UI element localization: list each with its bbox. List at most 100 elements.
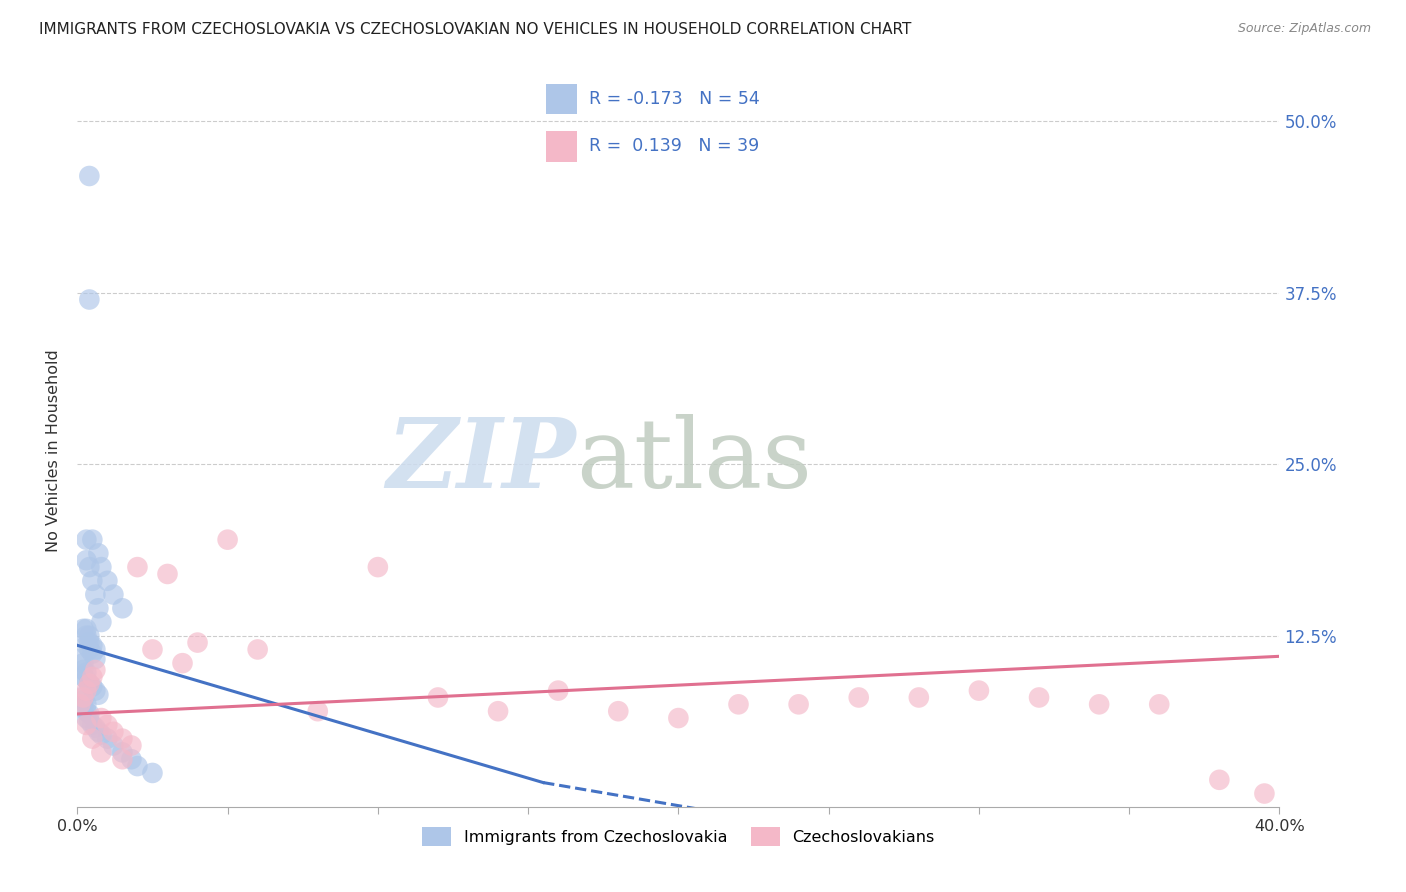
Point bbox=[75, 665, 97, 680]
Point bbox=[75, 711, 97, 725]
Point bbox=[72, 622, 94, 636]
Point bbox=[87, 546, 110, 560]
Text: Source: ZipAtlas.com: Source: ZipAtlas.com bbox=[1237, 22, 1371, 36]
Point bbox=[72, 663, 94, 677]
Point bbox=[246, 642, 269, 657]
Text: atlas: atlas bbox=[576, 414, 813, 508]
Point bbox=[84, 683, 107, 698]
Bar bbox=[547, 131, 576, 161]
Point bbox=[90, 711, 112, 725]
Text: IMMIGRANTS FROM CZECHOSLOVAKIA VS CZECHOSLOVAKIAN NO VEHICLES IN HOUSEHOLD CORRE: IMMIGRANTS FROM CZECHOSLOVAKIA VS CZECHO… bbox=[39, 22, 911, 37]
Point bbox=[787, 698, 810, 712]
Point bbox=[103, 724, 125, 739]
Point bbox=[84, 663, 107, 677]
Point bbox=[72, 693, 94, 707]
Point bbox=[75, 673, 97, 687]
Point bbox=[79, 293, 101, 307]
Point bbox=[75, 638, 97, 652]
Point bbox=[87, 601, 110, 615]
Point bbox=[69, 652, 91, 666]
Point bbox=[69, 698, 91, 712]
Point bbox=[96, 718, 118, 732]
Point bbox=[82, 731, 104, 746]
Point bbox=[79, 629, 101, 643]
Point bbox=[75, 683, 97, 698]
Point bbox=[90, 745, 112, 759]
Point bbox=[82, 718, 104, 732]
Text: R =  0.139   N = 39: R = 0.139 N = 39 bbox=[589, 137, 759, 155]
Point bbox=[141, 766, 163, 780]
Point bbox=[84, 642, 107, 657]
Point bbox=[111, 731, 134, 746]
Point bbox=[848, 690, 870, 705]
Point bbox=[79, 560, 101, 574]
Point bbox=[84, 721, 107, 735]
Point bbox=[72, 656, 94, 670]
Point bbox=[1253, 787, 1275, 801]
Point bbox=[82, 533, 104, 547]
Point bbox=[111, 601, 134, 615]
Point bbox=[84, 652, 107, 666]
Text: R = -0.173   N = 54: R = -0.173 N = 54 bbox=[589, 90, 759, 108]
Point bbox=[82, 638, 104, 652]
Point bbox=[217, 533, 239, 547]
Point bbox=[75, 553, 97, 567]
Point bbox=[967, 683, 990, 698]
Point bbox=[79, 677, 101, 691]
Point bbox=[72, 670, 94, 684]
Point bbox=[75, 622, 97, 636]
Point bbox=[307, 704, 329, 718]
Point bbox=[90, 560, 112, 574]
Point bbox=[486, 704, 509, 718]
Point bbox=[87, 724, 110, 739]
Point bbox=[75, 629, 97, 643]
Point bbox=[1088, 698, 1111, 712]
Point bbox=[75, 533, 97, 547]
Point bbox=[75, 704, 97, 718]
Point bbox=[120, 752, 142, 766]
Point bbox=[367, 560, 389, 574]
Point bbox=[427, 690, 450, 705]
Point bbox=[87, 688, 110, 702]
Point bbox=[547, 683, 569, 698]
Point bbox=[79, 677, 101, 691]
Point bbox=[82, 680, 104, 694]
Point bbox=[79, 169, 101, 183]
Point bbox=[79, 714, 101, 728]
Point bbox=[72, 690, 94, 705]
Point bbox=[75, 698, 97, 712]
Point bbox=[120, 739, 142, 753]
Point bbox=[79, 635, 101, 649]
Legend: Immigrants from Czechoslovakia, Czechoslovakians: Immigrants from Czechoslovakia, Czechosl… bbox=[416, 821, 941, 853]
Point bbox=[908, 690, 931, 705]
Point bbox=[103, 588, 125, 602]
Point bbox=[141, 642, 163, 657]
Point bbox=[96, 731, 118, 746]
Point bbox=[103, 739, 125, 753]
Point bbox=[127, 560, 149, 574]
Point bbox=[84, 588, 107, 602]
Point bbox=[75, 718, 97, 732]
Y-axis label: No Vehicles in Household: No Vehicles in Household bbox=[46, 349, 62, 552]
Point bbox=[82, 647, 104, 661]
Point bbox=[69, 690, 91, 705]
Point bbox=[79, 706, 101, 721]
Point bbox=[607, 704, 630, 718]
Point bbox=[82, 574, 104, 588]
Point bbox=[96, 574, 118, 588]
Bar bbox=[547, 84, 576, 114]
Point bbox=[72, 700, 94, 714]
Point bbox=[668, 711, 690, 725]
Point bbox=[156, 566, 179, 581]
Point bbox=[727, 698, 749, 712]
Text: ZIP: ZIP bbox=[387, 414, 576, 508]
Point bbox=[111, 752, 134, 766]
Point bbox=[1028, 690, 1050, 705]
Point bbox=[90, 615, 112, 629]
Point bbox=[1208, 772, 1230, 787]
Point bbox=[186, 635, 209, 649]
Point bbox=[79, 642, 101, 657]
Point bbox=[172, 656, 194, 670]
Point bbox=[82, 670, 104, 684]
Point bbox=[90, 727, 112, 741]
